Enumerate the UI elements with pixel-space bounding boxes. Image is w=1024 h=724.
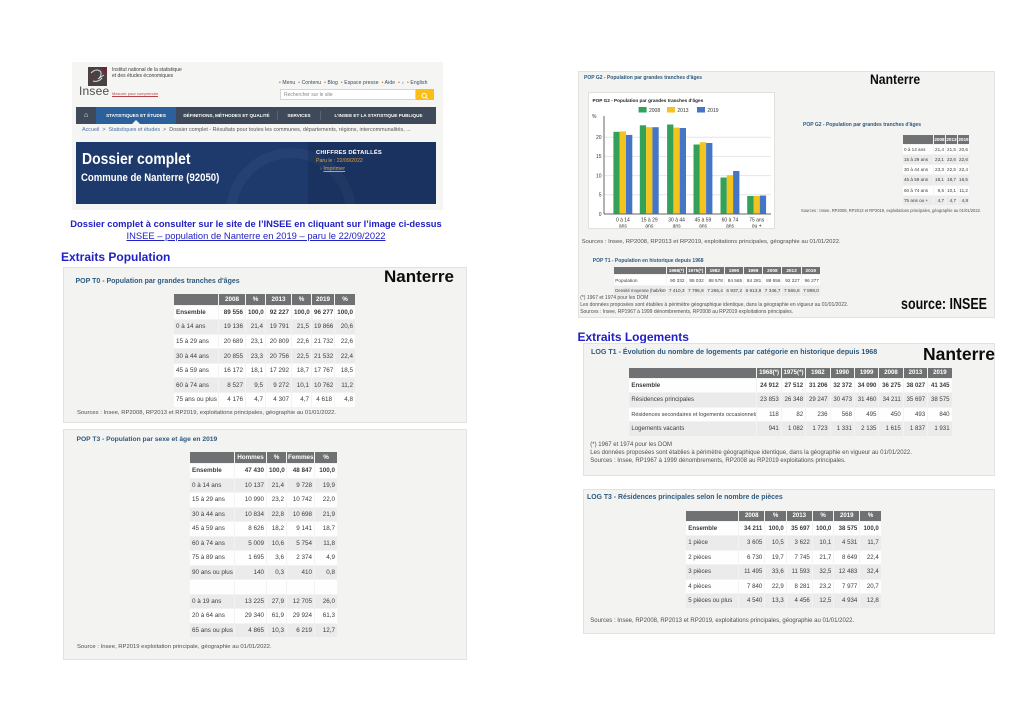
svg-text:ans: ans	[726, 223, 735, 229]
svg-text:0: 0	[599, 212, 602, 218]
svg-text:2008: 2008	[649, 108, 660, 114]
svg-text:ans: ans	[619, 223, 628, 229]
svg-text:ans: ans	[673, 223, 682, 229]
svg-text:5: 5	[599, 193, 602, 199]
svg-text:ou +: ou +	[752, 223, 762, 229]
svg-text:%: %	[592, 114, 597, 120]
svg-text:POP G2 - Population par grande: POP G2 - Population par grandes tranches…	[593, 98, 704, 103]
svg-text:2013: 2013	[677, 108, 688, 114]
svg-text:2019: 2019	[707, 108, 718, 114]
svg-text:45 à 59: 45 à 59	[695, 218, 712, 224]
svg-text:75 ans: 75 ans	[749, 218, 765, 224]
svg-text:10: 10	[596, 173, 602, 179]
svg-text:0 à 14: 0 à 14	[616, 218, 630, 224]
svg-text:20: 20	[596, 135, 602, 141]
svg-text:15: 15	[596, 154, 602, 160]
svg-text:ans: ans	[699, 223, 708, 229]
svg-text:ans: ans	[645, 223, 654, 229]
svg-text:15 à 29: 15 à 29	[641, 218, 658, 224]
svg-text:60 à 74: 60 à 74	[722, 218, 739, 224]
svg-text:30 à 44: 30 à 44	[668, 218, 685, 224]
